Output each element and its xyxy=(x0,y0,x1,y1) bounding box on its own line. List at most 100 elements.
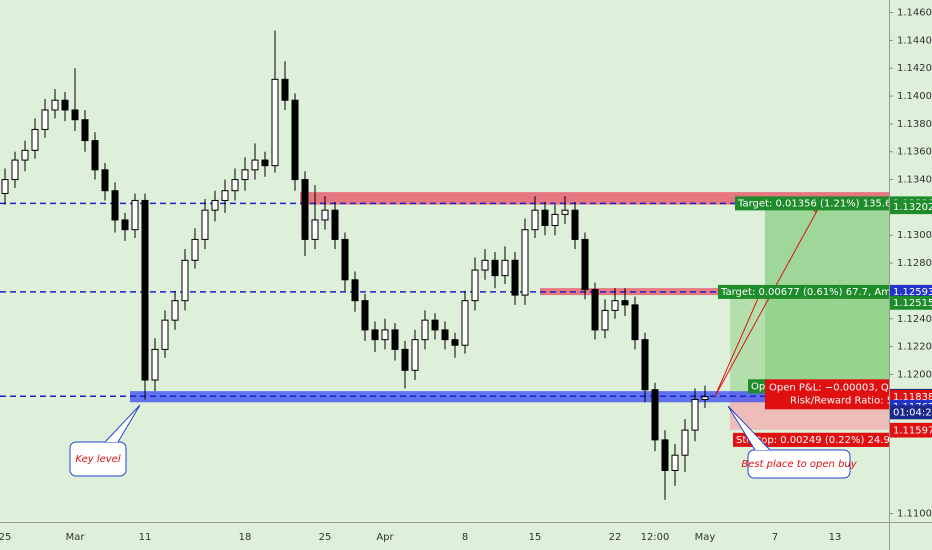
rr-label: Risk/Reward Ratio: 5.45 xyxy=(790,395,909,406)
x-tick-label: 25 xyxy=(319,532,332,543)
candle-body xyxy=(521,229,529,296)
zone xyxy=(130,391,889,403)
candle-body xyxy=(71,109,79,121)
candle-body xyxy=(161,319,169,350)
price-tag-label: 1.12593 xyxy=(893,287,932,298)
x-tick-label: 7 xyxy=(772,532,778,543)
price-tag xyxy=(890,295,932,310)
partial-target-label: Target: 0.00677 (0.61%) 67.7, Amount: 1 xyxy=(720,287,927,298)
y-tick-label: 1.13000 xyxy=(897,230,932,241)
x-tick-label: Apr xyxy=(376,532,394,543)
candle-body xyxy=(51,99,59,111)
candle-body xyxy=(411,339,419,371)
candle-body xyxy=(621,300,629,306)
candle-body xyxy=(21,149,29,161)
candle-body xyxy=(191,238,199,261)
candle-body xyxy=(111,190,119,221)
y-tick-label: 1.13400 xyxy=(897,175,932,186)
y-tick-label: 1.12200 xyxy=(897,342,932,353)
candle-body xyxy=(641,339,649,391)
x-tick-label: 12:00 xyxy=(641,532,670,543)
y-tick-label: 1.12000 xyxy=(897,369,932,380)
candle-body xyxy=(61,99,69,111)
x-tick-label: 8 xyxy=(462,532,468,543)
annotation: Best place to open buy xyxy=(741,459,857,470)
candle-body xyxy=(41,109,49,130)
candle-body xyxy=(401,348,409,371)
open-label-cut-box xyxy=(748,379,768,394)
candle-body xyxy=(651,389,659,441)
target-label: Target: 0.01356 (1.21%) 135.6, Amount xyxy=(737,198,932,209)
candle-body xyxy=(431,319,439,331)
arrow xyxy=(714,205,821,397)
candle-body xyxy=(381,329,389,341)
candle-body xyxy=(321,209,329,221)
candle-body xyxy=(611,300,619,311)
x-tick-label: 25 xyxy=(0,532,11,543)
stop-label: Stop: 0.00249 (0.22%) 24.9, Amount xyxy=(751,435,932,446)
arrow xyxy=(714,293,761,397)
y-tick-label: 1.14200 xyxy=(897,63,932,74)
x-tick-label: 18 xyxy=(239,532,252,543)
y-tick-label: 1.14400 xyxy=(897,35,932,46)
candle-body xyxy=(421,319,429,341)
countdown-box xyxy=(890,405,932,420)
stop-label-box xyxy=(748,432,889,447)
candle-body xyxy=(591,289,599,331)
candle-body xyxy=(351,279,359,302)
candle-body xyxy=(681,429,689,456)
candle-body xyxy=(701,396,709,401)
candle-body xyxy=(511,259,519,296)
pnl-label: Open P&L: −0.00003, Qty: 1004 xyxy=(769,382,930,393)
annotation: Key level xyxy=(75,454,120,465)
candle-body xyxy=(201,209,209,240)
callout xyxy=(747,449,851,479)
candle-body xyxy=(241,169,249,181)
candle-body xyxy=(541,209,549,227)
y-tick-label: 1.12800 xyxy=(897,258,932,269)
callout-pointer xyxy=(727,405,771,451)
candle-body xyxy=(131,199,139,231)
x-tick-label: May xyxy=(695,532,716,543)
x-tick-label: 15 xyxy=(529,532,542,543)
y-tick-label: 1.11000 xyxy=(897,509,932,520)
candle-body xyxy=(91,140,99,171)
candle-body xyxy=(1,179,9,194)
x-tick-label: 22 xyxy=(609,532,622,543)
x-tick-label: Mar xyxy=(66,532,86,543)
candle-body xyxy=(371,329,379,341)
candle-body xyxy=(311,219,319,240)
target-label-box xyxy=(735,196,889,211)
candle-body xyxy=(561,209,569,215)
candle-body xyxy=(31,128,39,151)
candle-body xyxy=(101,169,109,192)
y-tick-label: 1.13800 xyxy=(897,119,932,130)
candle-body xyxy=(361,300,369,331)
y-tick-label: 1.12400 xyxy=(897,314,932,325)
candle-body xyxy=(181,259,189,302)
y-tick-label: 1.13600 xyxy=(897,147,932,158)
candle-body xyxy=(251,159,259,171)
candle-body xyxy=(121,219,129,231)
candle-body xyxy=(301,179,309,240)
candle-body xyxy=(531,209,539,231)
y-tick-label: 1.14000 xyxy=(897,91,932,102)
profit-zone xyxy=(765,203,889,397)
price-tag xyxy=(890,200,932,215)
candle-body xyxy=(291,99,299,181)
candle-body xyxy=(211,199,219,211)
y-tick-label: 1.14600 xyxy=(897,8,932,19)
candle-body xyxy=(281,78,289,101)
candle-body xyxy=(81,119,89,142)
x-tick-label: 13 xyxy=(829,532,842,543)
countdown: 01:04:29 xyxy=(893,407,932,418)
candle-body xyxy=(671,454,679,471)
candle-body xyxy=(631,304,639,341)
candle-body xyxy=(571,209,579,240)
candle-body xyxy=(491,259,499,277)
price-tag-label: 1.12515 xyxy=(893,298,932,309)
candle-body xyxy=(461,300,469,346)
candle-body xyxy=(471,269,479,302)
x-tick-label: 11 xyxy=(139,532,152,543)
